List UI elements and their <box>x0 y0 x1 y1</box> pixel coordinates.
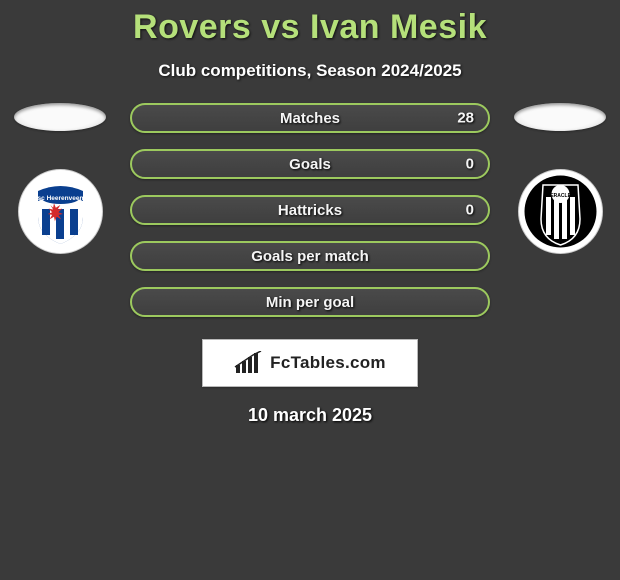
stat-bars: Matches 28 Goals 0 Hattricks 0 Goals per… <box>120 103 500 333</box>
bar-min-per-goal: Min per goal <box>130 287 490 317</box>
bar-value: 0 <box>466 202 474 219</box>
bar-label: Min per goal <box>266 294 354 311</box>
below-section: FcTables.com 10 march 2025 <box>0 339 620 426</box>
main-layout: sc Heerenveen Matches 28 Goals 0 Hattric… <box>0 103 620 333</box>
left-side: sc Heerenveen <box>0 103 120 254</box>
bar-value: 28 <box>457 110 474 127</box>
heerenveen-badge-icon: sc Heerenveen <box>18 169 103 254</box>
brand-box[interactable]: FcTables.com <box>202 339 418 387</box>
date-text: 10 march 2025 <box>0 405 620 426</box>
right-club-badge: HERACLES <box>518 169 603 254</box>
page-title: Rovers vs Ivan Mesik <box>0 0 620 47</box>
bar-goals: Goals 0 <box>130 149 490 179</box>
bar-label: Goals <box>289 156 331 173</box>
left-ball-icon <box>14 103 106 131</box>
right-side: HERACLES <box>500 103 620 254</box>
brand-text: FcTables.com <box>270 353 386 373</box>
left-club-badge: sc Heerenveen <box>18 169 103 254</box>
bar-hattricks: Hattricks 0 <box>130 195 490 225</box>
bar-label: Hattricks <box>278 202 342 219</box>
bar-label: Matches <box>280 110 340 127</box>
svg-text:sc Heerenveen: sc Heerenveen <box>37 195 83 202</box>
bar-goals-per-match: Goals per match <box>130 241 490 271</box>
bar-label: Goals per match <box>251 248 369 265</box>
heracles-badge-icon: HERACLES <box>518 169 603 254</box>
bar-matches: Matches 28 <box>130 103 490 133</box>
bar-value: 0 <box>466 156 474 173</box>
right-ball-icon <box>514 103 606 131</box>
page-subtitle: Club competitions, Season 2024/2025 <box>0 61 620 81</box>
chart-icon <box>234 351 264 375</box>
svg-text:HERACLES: HERACLES <box>546 193 574 199</box>
